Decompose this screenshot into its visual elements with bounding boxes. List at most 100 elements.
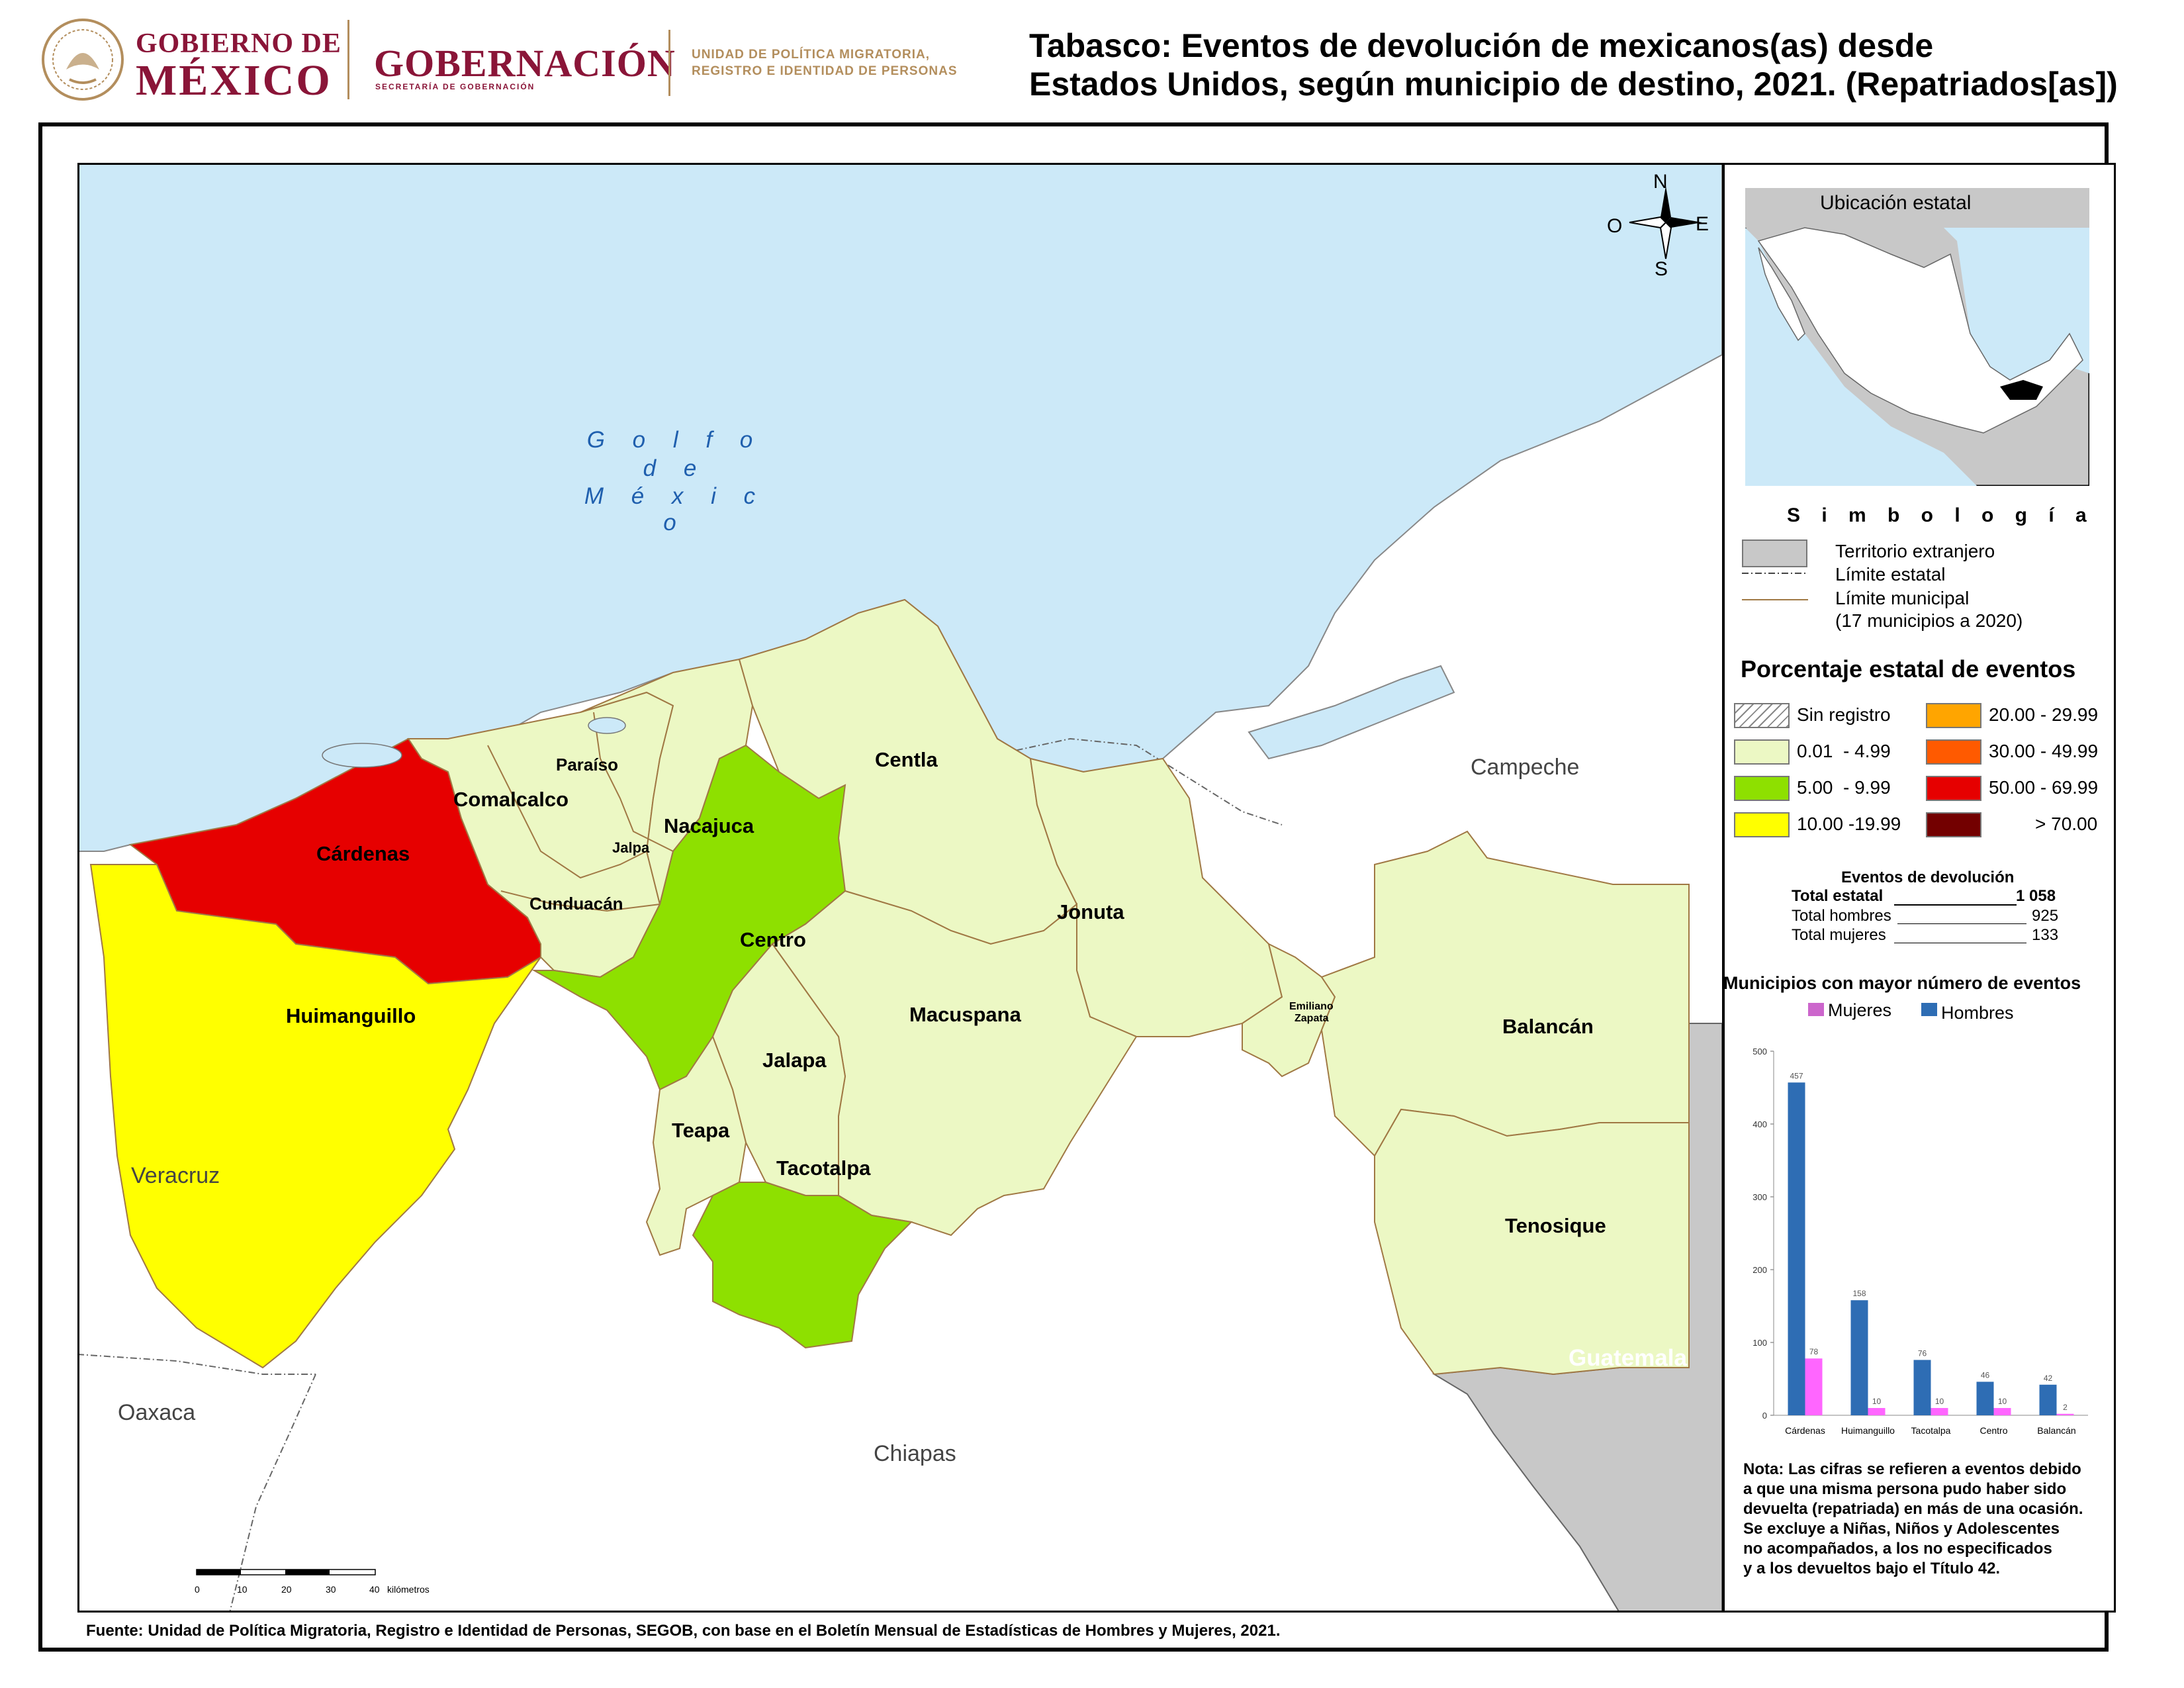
legend-class-swatch <box>1926 776 1981 801</box>
bar-data-label: 10 <box>1935 1397 1944 1406</box>
y-tick-label: 200 <box>1752 1265 1767 1275</box>
source-text: Fuente: Unidad de Política Migratoria, R… <box>86 1622 1281 1640</box>
bar-data-label: 457 <box>1790 1071 1803 1080</box>
x-category-label: Centro <box>1979 1425 2007 1436</box>
gobierno-de-text: GOBIERNO DE <box>136 28 341 59</box>
note-line: y a los devueltos bajo el Título 42. <box>1743 1560 2001 1577</box>
compass-rose-icon <box>1629 186 1702 259</box>
totals-women-value: 133 <box>2032 926 2059 944</box>
legend-class-swatch <box>1734 776 1790 801</box>
gulf-label-line2: d e <box>643 455 707 481</box>
scale-tick-10: 10 <box>237 1584 248 1595</box>
legend-class-label: 50.00 - 69.99 <box>1989 777 2099 798</box>
compass-w: O <box>1607 215 1623 237</box>
unit-name-line1: UNIDAD DE POLÍTICA MIGRATORIA, <box>692 48 931 62</box>
legend-muni-limit-symbol <box>1742 599 1808 600</box>
y-tick-label: 500 <box>1752 1047 1767 1056</box>
scale-tick-20: 20 <box>281 1584 292 1595</box>
muni-label-emiliano-line2: Zapata <box>1295 1013 1329 1024</box>
note-line: devuelta (repatriada) en más de una ocas… <box>1743 1500 2083 1518</box>
muni-label-paraiso: Paraíso <box>556 755 618 774</box>
bar-hombres <box>1850 1300 1868 1415</box>
legend-muni-limit-label: Límite municipal <box>1835 588 1970 608</box>
muni-label-tacotalpa: Tacotalpa <box>776 1156 871 1180</box>
municipality-centro <box>531 744 846 1091</box>
bar-data-label: 78 <box>1809 1347 1819 1356</box>
bar-hombres <box>1976 1382 1994 1415</box>
muni-label-cunduacan: Cunduacán <box>529 894 623 914</box>
municipal-line-1 <box>487 745 647 879</box>
legend-class-label: 20.00 - 29.99 <box>1989 704 2099 725</box>
muni-label-tenosique: Tenosique <box>1505 1214 1606 1237</box>
coat-of-arms-icon <box>42 19 124 101</box>
totals-total-value: 1 058 <box>2016 887 2056 905</box>
mexico-text: MÉXICO <box>136 56 332 105</box>
header-divider <box>347 20 349 99</box>
bar-chart: 0 100 200 300 400 500 457 78 Cárdenas 158 10 Huiman… <box>1741 1038 2098 1455</box>
legend-class-label: > 70.00 <box>2035 814 2098 834</box>
legend-class-swatch <box>1926 703 1981 728</box>
chart-legend-mujeres: Mujeres <box>1828 1000 1892 1020</box>
bar-mujeres <box>1868 1408 1886 1415</box>
inset-baja <box>1758 247 1805 342</box>
municipality-emiliano-zapata <box>1242 943 1336 1078</box>
state-label-chiapas: Chiapas <box>874 1441 956 1466</box>
note-line: no acompañados, a los no especificados <box>1743 1540 2052 1558</box>
scale-tick-40: 40 <box>369 1584 380 1595</box>
foreign-label-guatemala: Guatemala <box>1569 1345 1687 1371</box>
compass-s: S <box>1655 258 1668 280</box>
compass-e: E <box>1696 213 1709 235</box>
compass-n: N <box>1653 171 1668 193</box>
inset-water-pacific <box>1745 228 1977 486</box>
chart-legend-mujeres-swatch <box>1808 1003 1824 1016</box>
map-title-line1: Tabasco: Eventos de devolución de mexica… <box>1029 27 1934 64</box>
totals-women-label: Total mujeres <box>1792 926 1886 944</box>
note-line: Se excluye a Niñas, Niños y Adolescentes <box>1743 1520 2060 1538</box>
inset-mexico <box>1757 227 2083 434</box>
main-map <box>77 163 1722 1613</box>
bar-data-label: 10 <box>1998 1397 2007 1406</box>
map-title-line2: Estados Unidos, según municipio de desti… <box>1029 66 2118 103</box>
bar-data-label: 76 <box>1918 1348 1927 1358</box>
x-category-label: Tacotalpa <box>1911 1425 1951 1436</box>
totals-title: Eventos de devolución <box>1841 868 2015 886</box>
legend-state-limit-label: Límite estatal <box>1835 564 1946 585</box>
muni-label-cardenas: Cárdenas <box>316 842 410 865</box>
muni-label-comalcalco: Comalcalco <box>453 788 569 811</box>
muni-label-emiliano-line1: Emiliano <box>1289 1001 1334 1012</box>
totals-men-leader <box>1897 923 2026 924</box>
laguna-terminos <box>1248 665 1455 760</box>
totals-total-leader <box>1894 904 2017 906</box>
header-divider-2 <box>668 30 670 96</box>
note-line: a que una misma persona pudo haber sido <box>1743 1480 2067 1498</box>
muni-label-balancan: Balancán <box>1502 1015 1594 1038</box>
legend-swatch-foreign <box>1742 539 1807 567</box>
legend-class-label: 5.00 - 9.99 <box>1797 777 1891 798</box>
chart-legend-hombres: Hombres <box>1941 1003 2014 1023</box>
x-category-label: Huimanguillo <box>1841 1425 1895 1436</box>
legend-muni-count: (17 municipios a 2020) <box>1835 610 2023 631</box>
legend-class-label: 0.01 - 4.99 <box>1797 741 1891 761</box>
totals-men-label: Total hombres <box>1792 907 1891 925</box>
legend-state-limit-symbol <box>1742 573 1808 574</box>
muni-label-huimanguillo: Huimanguillo <box>286 1004 416 1027</box>
bar-mujeres <box>1931 1408 1948 1415</box>
state-label-veracruz: Veracruz <box>131 1163 220 1188</box>
scale-tick-30: 30 <box>326 1584 336 1595</box>
muni-label-jalapa: Jalapa <box>762 1049 827 1072</box>
inset-tabasco <box>2000 380 2043 400</box>
gobernacion-logo-text: GOBERNACIÓN <box>374 42 676 85</box>
municipality-teapa <box>645 1035 747 1256</box>
laguna-mecoacan <box>588 717 626 734</box>
totals-men-value: 925 <box>2032 907 2059 925</box>
gobernacion-sub-text: SECRETARÍA DE GOBERNACIÓN <box>375 82 535 91</box>
gulf-label-line3: M é x i c o <box>584 483 766 536</box>
classes-title: Porcentaje estatal de eventos <box>1741 655 2076 682</box>
chart-title: Municipios con mayor número de eventos <box>1723 973 2081 993</box>
muni-label-centla: Centla <box>875 748 938 771</box>
state-label-oaxaca: Oaxaca <box>118 1400 196 1425</box>
gulf-label-line1: G o l f o <box>586 427 764 453</box>
bar-hombres <box>1788 1082 1805 1415</box>
bar-data-label: 46 <box>1981 1370 1990 1380</box>
inset-water-gulf <box>1944 228 2089 380</box>
